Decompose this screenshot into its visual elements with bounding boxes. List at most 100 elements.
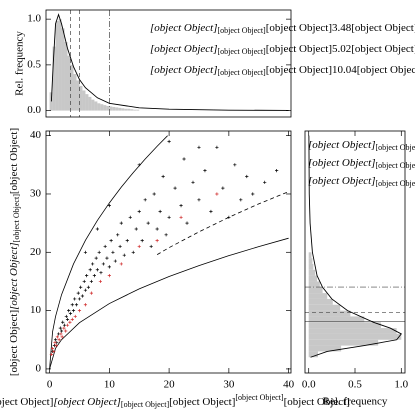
- text-part: [object Object]: [53, 396, 121, 408]
- scatter-point: [152, 192, 156, 196]
- scatter-point: [95, 268, 99, 272]
- annotation: [object Object][object Object][object Ob…: [150, 19, 415, 35]
- histogram-bar: [308, 345, 342, 352]
- scatter-point: [191, 180, 195, 184]
- text-part: [object Object]: [218, 68, 267, 77]
- histogram-bar: [124, 108, 128, 111]
- scatter-point: [86, 285, 91, 289]
- scatter-point: [76, 291, 80, 295]
- scatter-point: [209, 209, 213, 214]
- scatter-point: [74, 303, 79, 307]
- scatter-point: [146, 221, 150, 225]
- x-axis-label: Rel. frequency: [323, 396, 388, 408]
- histogram-bar: [308, 322, 381, 329]
- scatter-point: [128, 215, 132, 219]
- scatter-point: [167, 139, 171, 144]
- plot-frame: [45, 9, 292, 118]
- scatter-point: [71, 309, 76, 313]
- scatter-point: [57, 338, 61, 342]
- scatter-point: [137, 244, 141, 249]
- scatter-point: [155, 227, 159, 231]
- text-part: 3.48: [332, 22, 352, 34]
- scatter-point: [49, 352, 53, 356]
- histogram-bar: [308, 275, 318, 282]
- text-part: [object Object]: [376, 179, 415, 188]
- text-part: [object Object]: [266, 43, 332, 55]
- scatter-point: [79, 285, 83, 289]
- histogram-bar: [103, 105, 107, 111]
- histogram-bar: [76, 80, 80, 111]
- scatter-point: [68, 320, 72, 324]
- scatter-point: [140, 239, 144, 243]
- scatter-point: [58, 326, 62, 330]
- model-curve: [49, 237, 289, 370]
- y-tick-label: 0.5: [27, 58, 41, 70]
- scatter-point: [62, 323, 67, 327]
- scatter-point: [83, 288, 88, 292]
- histogram-bar: [308, 310, 351, 317]
- scatter-point: [215, 145, 219, 149]
- scatter-point: [137, 163, 141, 167]
- text-part: [object Object]: [235, 393, 284, 402]
- scatter-point: [85, 274, 89, 278]
- text-part: [object Object]: [8, 242, 20, 310]
- scatter-point: [161, 174, 165, 179]
- scatter-point: [155, 239, 159, 243]
- scatter-point: [55, 335, 59, 339]
- text-part: [object Object]: [150, 22, 218, 34]
- scatter-point: [59, 329, 64, 333]
- scatter-point: [116, 233, 120, 237]
- scatter-point: [68, 311, 73, 316]
- x-tick-label: 0.0: [302, 379, 316, 391]
- histogram-bar: [109, 106, 113, 111]
- scatter-point: [70, 317, 74, 321]
- x-tick-label: 20: [164, 379, 176, 391]
- y-tick-label: 40: [30, 129, 42, 141]
- text-part: [object Object]: [121, 400, 170, 409]
- text-part: 10.04: [332, 64, 357, 76]
- histogram-bar: [64, 42, 68, 111]
- scatter-point: [53, 341, 57, 345]
- scatter-point: [118, 244, 122, 249]
- y-tick-label: 20: [30, 246, 42, 258]
- text-part: [object Object]: [150, 43, 218, 55]
- scatter-point: [275, 169, 279, 173]
- y-tick-label: 10: [30, 304, 42, 316]
- text-part: [object Object]: [218, 47, 267, 56]
- scatter-point: [158, 209, 162, 214]
- histogram-bar: [112, 106, 116, 111]
- scatter-point: [239, 198, 243, 202]
- scatter-point: [59, 332, 63, 336]
- scatter-point: [101, 262, 105, 266]
- scatter-point: [107, 204, 111, 208]
- scatter-point: [227, 215, 231, 219]
- histogram-bar: [106, 106, 110, 111]
- x-axis-label: [object Object][object Object][object Ob…: [0, 393, 350, 409]
- scatter-point: [54, 343, 58, 348]
- scatter-point: [119, 221, 123, 225]
- scatter-point: [251, 192, 255, 196]
- histogram-bar: [127, 108, 131, 111]
- scatter-point: [137, 209, 141, 214]
- scatter-point: [164, 233, 168, 237]
- scatter-point: [65, 323, 70, 327]
- histogram-bar: [97, 103, 101, 111]
- scatter-point: [245, 174, 249, 179]
- histogram-bar: [70, 64, 74, 111]
- x-tick-label: 40: [283, 379, 295, 391]
- text-part: [object Object]: [8, 128, 20, 194]
- scatter-point: [215, 192, 219, 196]
- histogram-bar: [308, 328, 397, 334]
- scatter-point: [65, 317, 70, 321]
- text-part: [object Object]: [308, 175, 376, 187]
- y-tick-label: 30: [30, 188, 42, 200]
- text-part: [object Object]: [376, 161, 415, 170]
- text-part: [object Object]: [376, 143, 415, 152]
- scatter-point: [111, 250, 115, 254]
- scatter-point: [50, 346, 55, 351]
- scatter-point: [131, 250, 135, 254]
- text-part: [object Object]: [266, 22, 332, 34]
- histogram-bar: [308, 316, 365, 323]
- scatter-point: [97, 250, 101, 254]
